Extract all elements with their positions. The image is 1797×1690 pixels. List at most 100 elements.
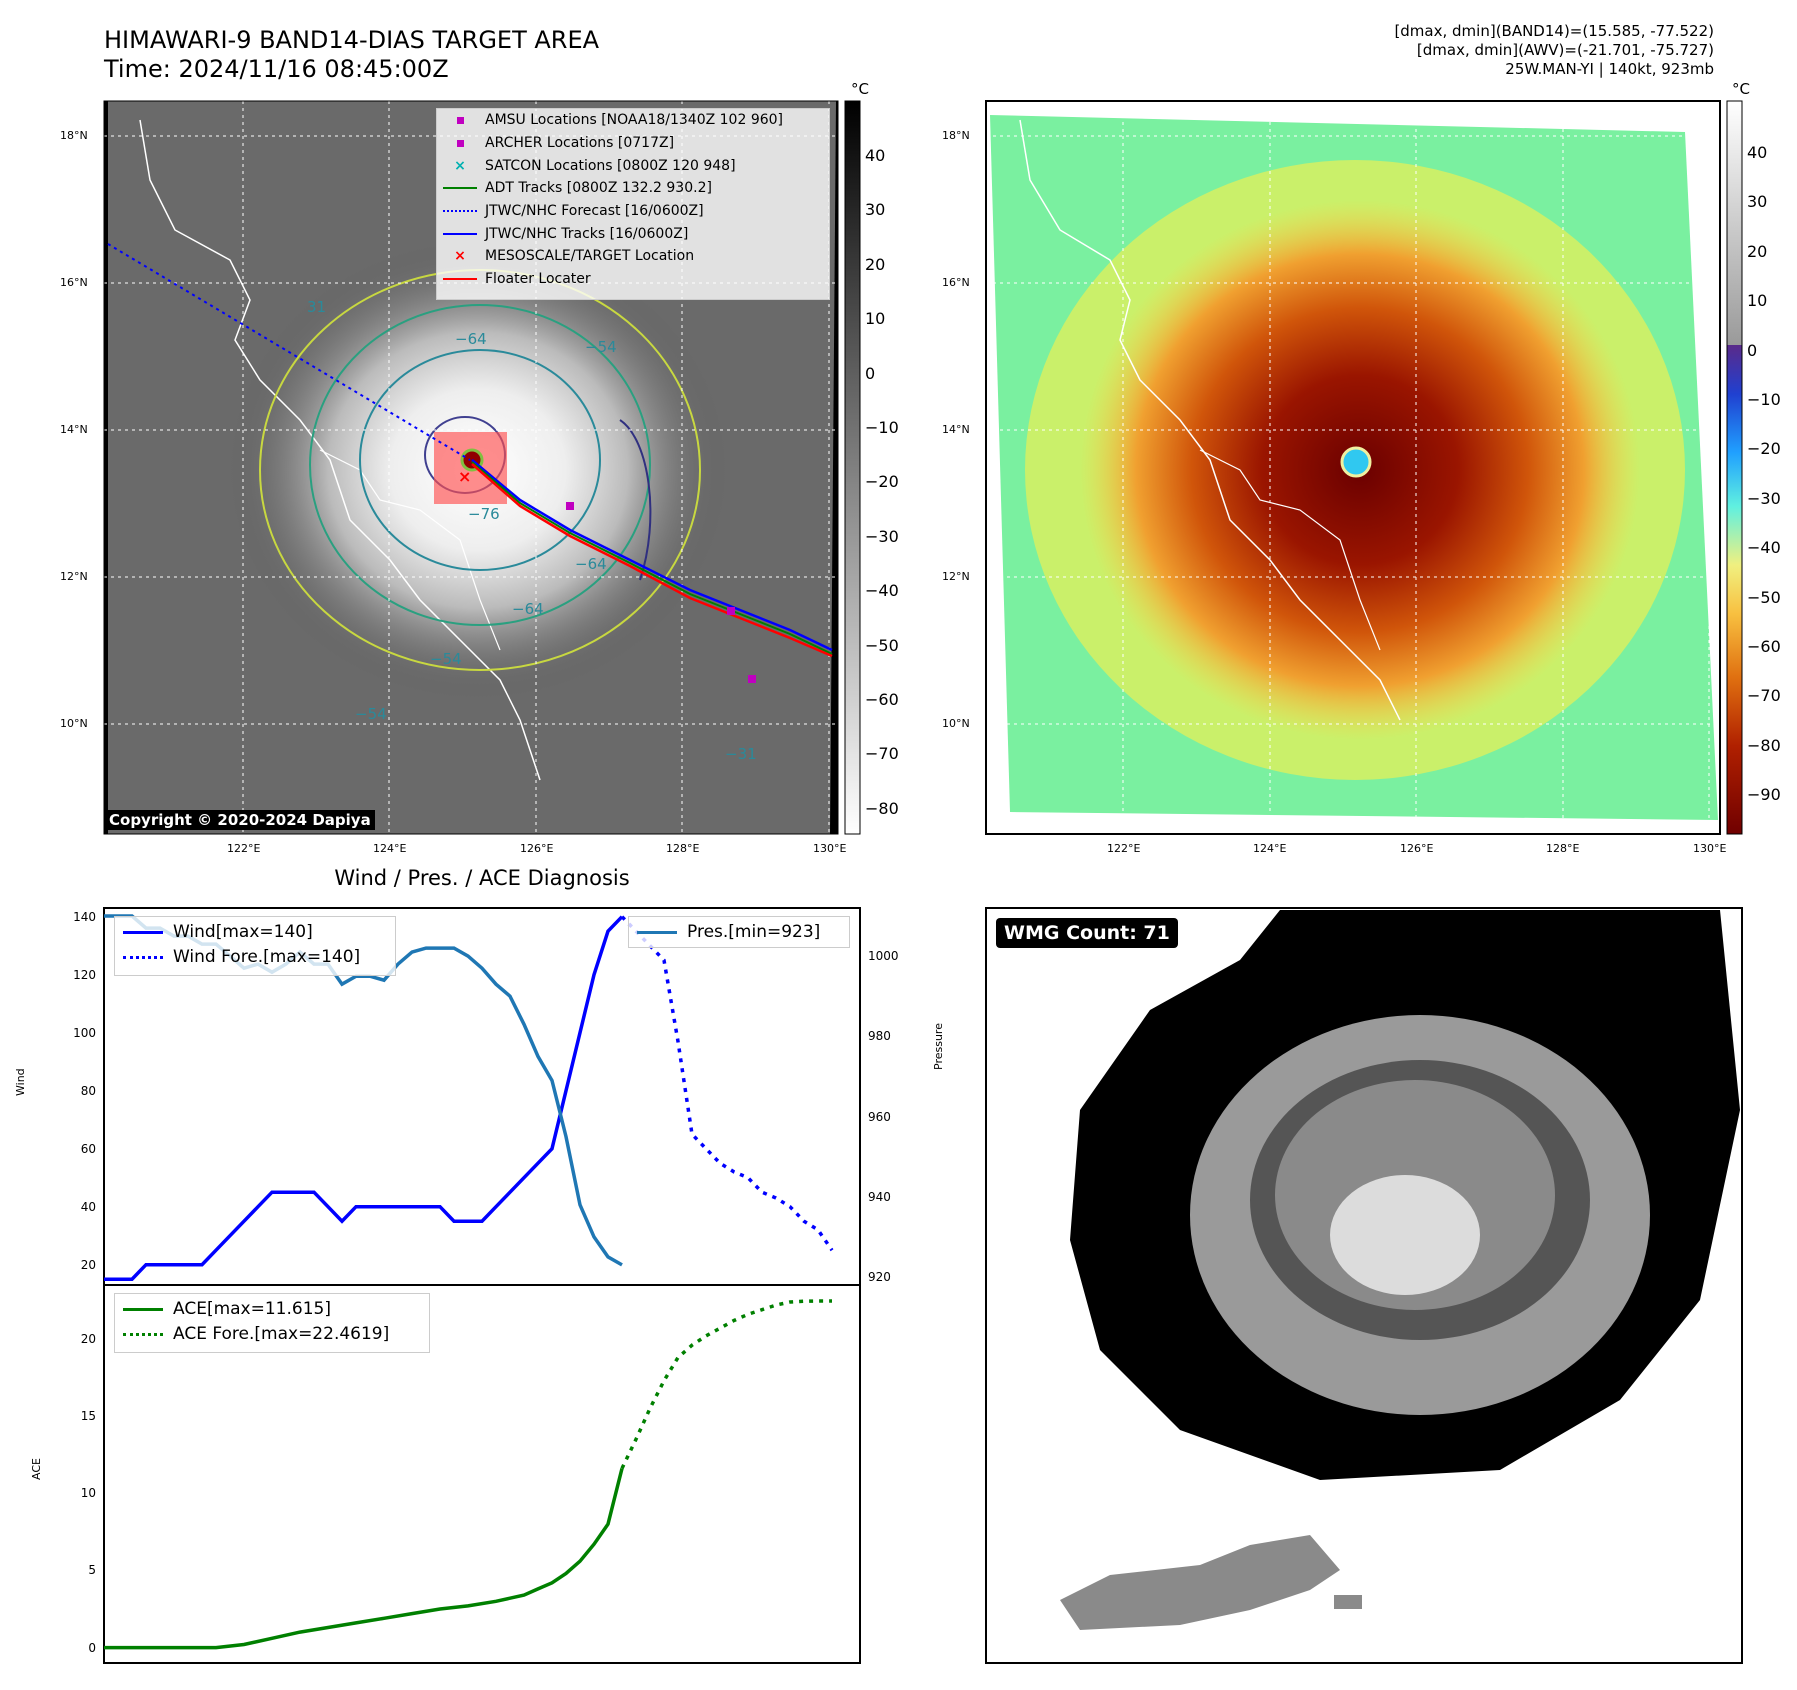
series-line-wind-fore- xyxy=(620,915,834,1252)
legend-label: Floater Locater xyxy=(485,271,591,288)
ir-contour-label: −54 xyxy=(585,338,617,356)
lon-label: 130°E xyxy=(813,842,847,855)
awv-colorbar-tick: 0 xyxy=(1747,340,1758,360)
ir-colorbar-tick: 40 xyxy=(865,146,886,165)
awv-colorbar-frame xyxy=(1726,100,1743,835)
y2-tick-label: 1000 xyxy=(868,949,899,964)
legend-wind: Wind[max=140] xyxy=(123,922,387,942)
mesoscale-x-marker: × xyxy=(458,467,471,486)
awv-colorbar-tick: −90 xyxy=(1747,785,1781,805)
awv-storm-eye xyxy=(1340,446,1372,478)
awv-gridlines xyxy=(986,101,1720,834)
y-tick-label: 120 xyxy=(73,967,96,982)
legend-item: AMSU Locations [NOAA18/1340Z 102 960] xyxy=(443,109,829,132)
ir-colorbar-tick: 10 xyxy=(865,309,886,329)
awv-colorbar-ticks: 40 30 20 10 0 −10 −20 −30 −40 −50 −60 −70 −80 −90 xyxy=(1747,0,1795,1690)
awv-lon-labels: 122°E 124°E 126°E 128°E 130°E xyxy=(986,842,1726,862)
wmg-panel xyxy=(985,907,1743,1664)
legend-swatch xyxy=(443,210,477,213)
awv-colorbar-tick: 10 xyxy=(1747,291,1768,311)
lat-label: 12°N xyxy=(60,570,88,583)
ir-colorbar-tick: −10 xyxy=(865,418,899,437)
pressure-axis-label: Pressure xyxy=(932,1023,945,1070)
ir-colorbar-ticks: 40 30 20 10 0 −10 −20 −30 −40 −50 −60 −70 −80 xyxy=(865,0,915,1690)
lat-label: 14°N xyxy=(942,423,970,436)
legend-ace: ACE[max=11.615] xyxy=(123,1299,421,1319)
legend-ace-fore-swatch xyxy=(123,1332,163,1336)
legend-label: JTWC/NHC Tracks [16/0600Z] xyxy=(485,225,689,242)
meta-line1: [dmax, dmin](BAND14)=(15.585, -77.522) xyxy=(1394,22,1714,40)
jtwc-forecast-line xyxy=(107,243,471,461)
archer-location-marker-1 xyxy=(727,607,735,615)
figure-meta: [dmax, dmin](BAND14)=(15.585, -77.522) [… xyxy=(1394,22,1714,79)
lon-label: 128°E xyxy=(1546,842,1580,855)
awv-map-panel xyxy=(986,101,1720,834)
awv-colorbar-tick: −40 xyxy=(1747,538,1781,558)
awv-colorbar-tick: −80 xyxy=(1747,735,1781,755)
lon-label: 126°E xyxy=(1400,842,1434,855)
pressure-ticks: 920 940 960 980 1000 xyxy=(0,0,899,1284)
ir-colorbar-tick: 0 xyxy=(865,363,876,383)
ir-colorbar-tick: 20 xyxy=(865,254,886,274)
lon-label: 124°E xyxy=(373,842,407,855)
copyright-label: Copyright © 2020-2024 Dapiya xyxy=(105,810,375,830)
y-tick-label: 15 xyxy=(80,1409,96,1424)
legend-wind-label: Wind[max=140] xyxy=(173,922,313,942)
ir-colorbar xyxy=(844,100,861,835)
awv-coastline xyxy=(1019,119,1401,721)
awv-colorbar-tick: 30 xyxy=(1747,192,1768,212)
legend-swatch xyxy=(443,232,477,235)
pres-legend: Pres.[min=923] xyxy=(628,916,850,948)
wmg-small-patch xyxy=(1334,1595,1362,1609)
ir-colorbar-tick: −60 xyxy=(865,690,899,709)
awv-colorbar-tick: −50 xyxy=(1747,587,1781,607)
awv-lat-labels: 18°N 16°N 14°N 12°N 10°N xyxy=(938,0,982,1690)
legend-item: JTWC/NHC Forecast [16/0600Z] xyxy=(443,200,829,223)
awv-colorbar-unit: °C xyxy=(1732,80,1750,98)
legend-label: ADT Tracks [0800Z 132.2 930.2] xyxy=(485,180,712,197)
lon-label: 122°E xyxy=(1107,842,1141,855)
chart-layer xyxy=(104,914,834,1650)
y-tick-label: 140 xyxy=(73,909,96,924)
legend-item: × SATCON Locations [0800Z 120 948] xyxy=(443,154,829,177)
wmg-eye xyxy=(1330,1175,1480,1295)
lat-label: 10°N xyxy=(60,717,88,730)
title-line2: Time: 2024/11/16 08:45:00Z xyxy=(104,55,449,83)
awv-colorbar-warm xyxy=(1727,101,1742,345)
ir-colorbar-tick: −40 xyxy=(865,581,899,601)
ir-contour-64 xyxy=(359,349,601,571)
legend-wind-fore-label: Wind Fore.[max=140] xyxy=(173,947,361,967)
awv-colorbar-tick: −30 xyxy=(1747,488,1781,508)
y-tick-label: 40 xyxy=(80,1199,96,1214)
ir-contour-labels: 31 −64 −54 −76 −64 −54 −64 −54 −31 xyxy=(0,0,757,763)
ir-contour-54 xyxy=(309,304,651,626)
y2-tick-label: 940 xyxy=(868,1189,891,1204)
legend-item: ADT Tracks [0800Z 132.2 930.2] xyxy=(443,177,829,200)
lon-label: 122°E xyxy=(227,842,261,855)
lat-label: 16°N xyxy=(942,276,970,289)
series-line-ace xyxy=(104,1467,624,1650)
awv-colorbar-tick: −20 xyxy=(1747,439,1781,459)
ir-lon-labels: 122°E 124°E 126°E 128°E 130°E xyxy=(104,842,846,862)
floater-locater-line xyxy=(471,463,833,658)
y-tick-label: 0 xyxy=(88,1640,96,1655)
legend-wind-fore-swatch xyxy=(123,955,163,959)
legend-ace-fore-label: ACE Fore.[max=22.4619] xyxy=(173,1324,390,1344)
awv-colorbar-tick: −10 xyxy=(1747,390,1781,409)
ir-legend: AMSU Locations [NOAA18/1340Z 102 960] ARC… xyxy=(436,108,830,300)
awv-colorbar-tick: −70 xyxy=(1747,686,1781,706)
adt-track-line xyxy=(471,461,833,655)
ir-coastline xyxy=(139,119,541,781)
y2-tick-label: 960 xyxy=(868,1109,891,1124)
title-line1: HIMAWARI-9 BAND14-DIAS TARGET AREA xyxy=(104,26,600,54)
wmg-count-badge: WMG Count: 71 xyxy=(996,918,1178,948)
y-tick-label: 20 xyxy=(80,1332,96,1346)
legend-ace-swatch xyxy=(123,1307,163,1311)
wind-legend: Wind[max=140] Wind Fore.[max=140] xyxy=(114,916,396,976)
y2-tick-label: 920 xyxy=(868,1269,891,1284)
awv-colorbar-tick: 40 xyxy=(1747,143,1768,162)
ir-map-frame xyxy=(103,100,839,835)
ir-contour-label: −64 xyxy=(575,555,607,573)
lat-label: 18°N xyxy=(60,129,88,142)
